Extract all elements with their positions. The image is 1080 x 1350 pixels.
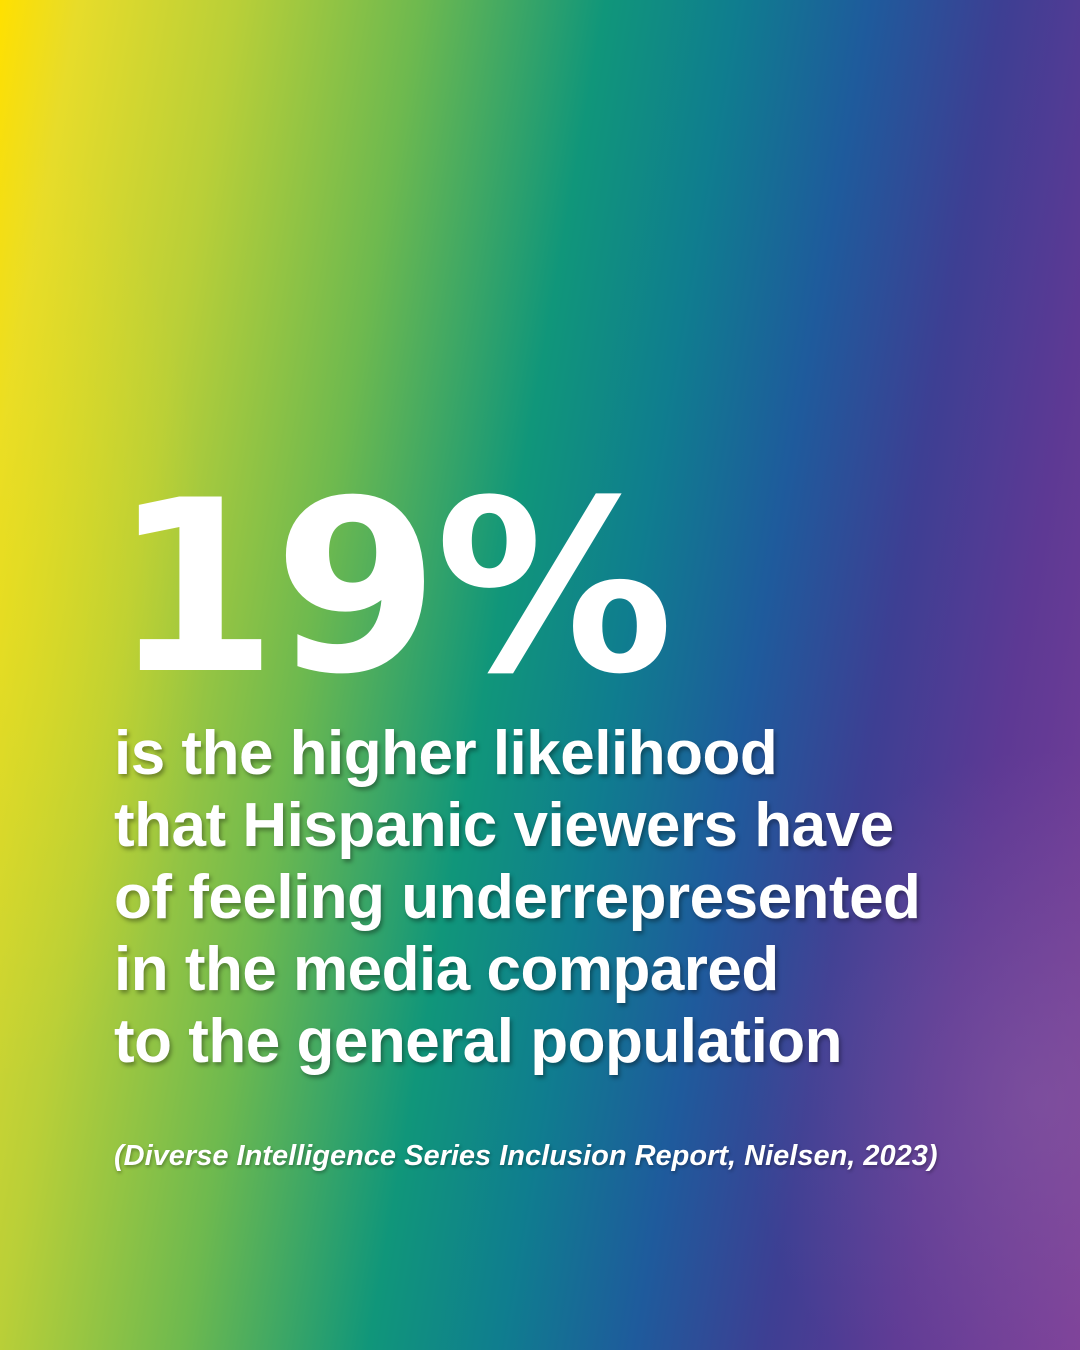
statistic-description: is the higher likelihood that Hispanic v… (114, 718, 1014, 1078)
statement-line: in the media compared (114, 935, 779, 1004)
source-citation: (Diverse Intelligence Series Inclusion R… (114, 1140, 938, 1172)
statement-line: of feeling underrepresented (114, 863, 921, 932)
statement-line: to the general population (114, 1007, 843, 1076)
statement-line: that Hispanic viewers have (114, 791, 894, 860)
statistic-value: 19% (112, 450, 674, 727)
statement-line: is the higher likelihood (114, 719, 778, 788)
